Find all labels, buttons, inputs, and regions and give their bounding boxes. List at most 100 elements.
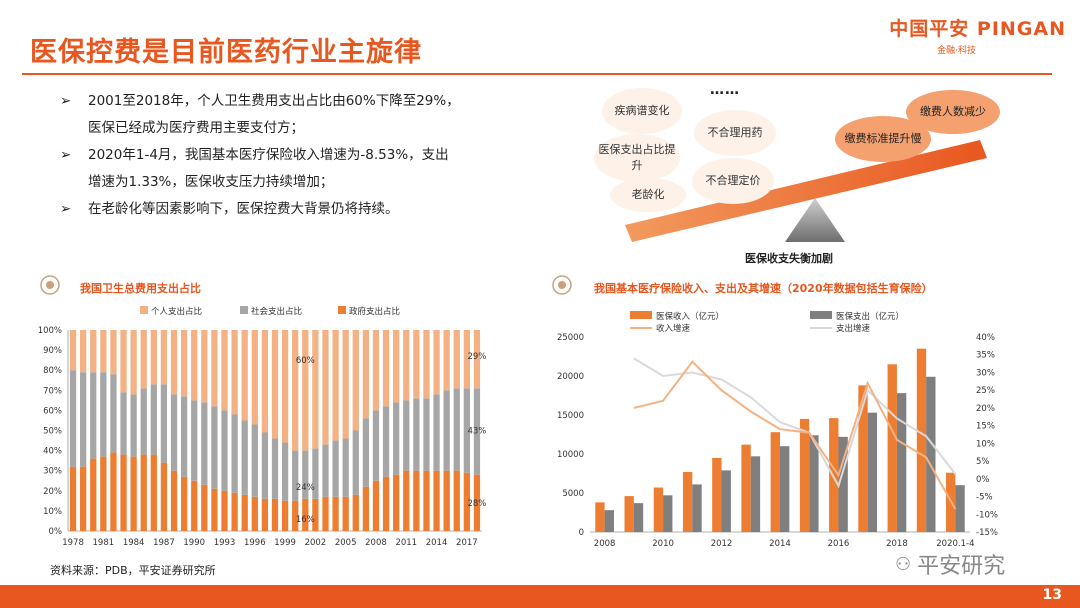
bar-social (382, 406, 390, 477)
data-annotation: 60% (296, 356, 315, 366)
bar-income (682, 471, 693, 532)
bar-social (332, 440, 339, 497)
legend-label: 支出增速 (836, 323, 871, 334)
bar-gov (352, 494, 359, 531)
bar-gov (403, 470, 410, 531)
bar-personal (170, 330, 178, 395)
bar-personal (140, 330, 147, 389)
x-tick-label: 1996 (244, 538, 266, 548)
bar-gov (130, 456, 137, 531)
bar-social (241, 420, 248, 495)
bar-income (887, 364, 897, 532)
x-tick-label: 2008 (594, 539, 616, 549)
bar-personal (423, 330, 430, 399)
factor-cloud: 疾病谱变化 (602, 88, 682, 134)
x-tick-label: 2020.1-4 (936, 539, 974, 549)
y-right-tick-label: 5% (976, 457, 990, 467)
bar-expense (867, 412, 878, 532)
y-right-tick-label: -10% (976, 510, 998, 520)
bar-personal (403, 330, 410, 401)
logo-main-text: 中国平安 PINGAN (889, 18, 1066, 40)
bar-personal (292, 330, 299, 451)
bar-personal (160, 330, 168, 385)
bar-social (140, 388, 147, 455)
bar-personal (342, 330, 349, 439)
bar-gov (382, 476, 390, 531)
x-tick-label: 2010 (652, 539, 674, 549)
title-divider (22, 73, 1052, 75)
y-tick-label: 60% (43, 406, 62, 416)
bar-gov (463, 472, 470, 531)
bar-social (110, 374, 117, 453)
bar-income (799, 418, 810, 532)
bar-personal (463, 330, 470, 389)
y-right-tick-label: 35% (976, 351, 995, 361)
bullet-text-line: 2020年1-4月，我国基本医疗保险收入增速为-8.53%，支出 (88, 147, 449, 163)
line-income-growth (633, 360, 957, 510)
bar-gov (362, 486, 370, 531)
bar-expense (809, 435, 819, 532)
bar-gov (100, 456, 107, 531)
chart-right-title: 我国基本医疗保险收入、支出及其增速（2020年数据包括生育保险） (594, 282, 933, 295)
bar-social (120, 392, 127, 455)
bar-personal (90, 330, 97, 373)
bar-social (342, 438, 349, 497)
x-tick-label: 2002 (305, 538, 327, 548)
bar-personal (473, 330, 481, 389)
bar-income (741, 444, 751, 532)
y-tick-label: 30% (43, 467, 62, 477)
y-tick-label: 90% (43, 346, 62, 356)
bar-income (653, 487, 664, 532)
x-tick-label: 2011 (395, 538, 417, 548)
y-right-tick-label: 25% (976, 386, 995, 396)
y-tick-label: 80% (43, 366, 62, 376)
bar-social (372, 410, 380, 481)
bar-gov (372, 480, 380, 531)
y-left-tick-label: 0 (579, 528, 584, 538)
bar-personal (352, 330, 359, 431)
x-tick-label: 2018 (886, 539, 908, 549)
bar-social (170, 394, 178, 471)
bar-gov (413, 470, 420, 531)
ellipsis-text: …… (710, 82, 740, 98)
data-annotation: 24% (296, 483, 315, 493)
bar-gov (453, 470, 460, 531)
bar-expense (896, 393, 907, 532)
bar-social (150, 384, 157, 455)
bullet-item: ➢ 2020年1-4月，我国基本医疗保险收入增速为-8.53%，支出 增速为1.… (60, 142, 530, 196)
bar-income (595, 502, 605, 532)
bar-social (433, 394, 440, 471)
factor-cloud: 不合理定价 (692, 158, 774, 204)
bar-personal (302, 330, 309, 451)
source-note: 资料来源：PDB，平安证券研究所 (50, 564, 216, 577)
bar-personal (120, 330, 127, 393)
bar-gov (191, 480, 198, 531)
bar-personal (271, 330, 279, 439)
y-left-tick-label: 20000 (557, 372, 584, 382)
page-number: 13 (1042, 587, 1062, 603)
bar-social (221, 410, 228, 491)
health-expense-share-chart: 个人支出占比 社会支出占比 政府支出占比 0% 10% 20% 30% 40% 50% 60% 70… (38, 306, 486, 548)
bar-gov (322, 496, 329, 531)
bar-gov (443, 470, 450, 531)
bar-social (352, 430, 359, 495)
bar-personal (362, 330, 370, 419)
bar-gov (221, 490, 228, 531)
bar-gov (69, 466, 77, 531)
bar-personal (180, 330, 188, 397)
bar-gov (110, 452, 117, 531)
watermark: ⚇ 平安研究 (895, 548, 1005, 580)
bar-social (281, 442, 289, 501)
y-right-tick-label: -15% (976, 528, 998, 538)
bar-personal (80, 330, 87, 373)
bar-expense (750, 456, 761, 532)
bar-gov (261, 498, 269, 531)
data-annotation: 28% (467, 499, 486, 509)
legend-label: 收入增速 (656, 323, 691, 334)
bar-personal (372, 330, 380, 411)
y-tick-label: 40% (43, 447, 62, 457)
bar-expense (663, 495, 673, 532)
x-tick-label: 1993 (214, 538, 236, 548)
legend-swatch (630, 311, 652, 319)
bullet-text-line: 在老龄化等因素影响下，医保控费大背景仍将持续。 (88, 201, 399, 217)
